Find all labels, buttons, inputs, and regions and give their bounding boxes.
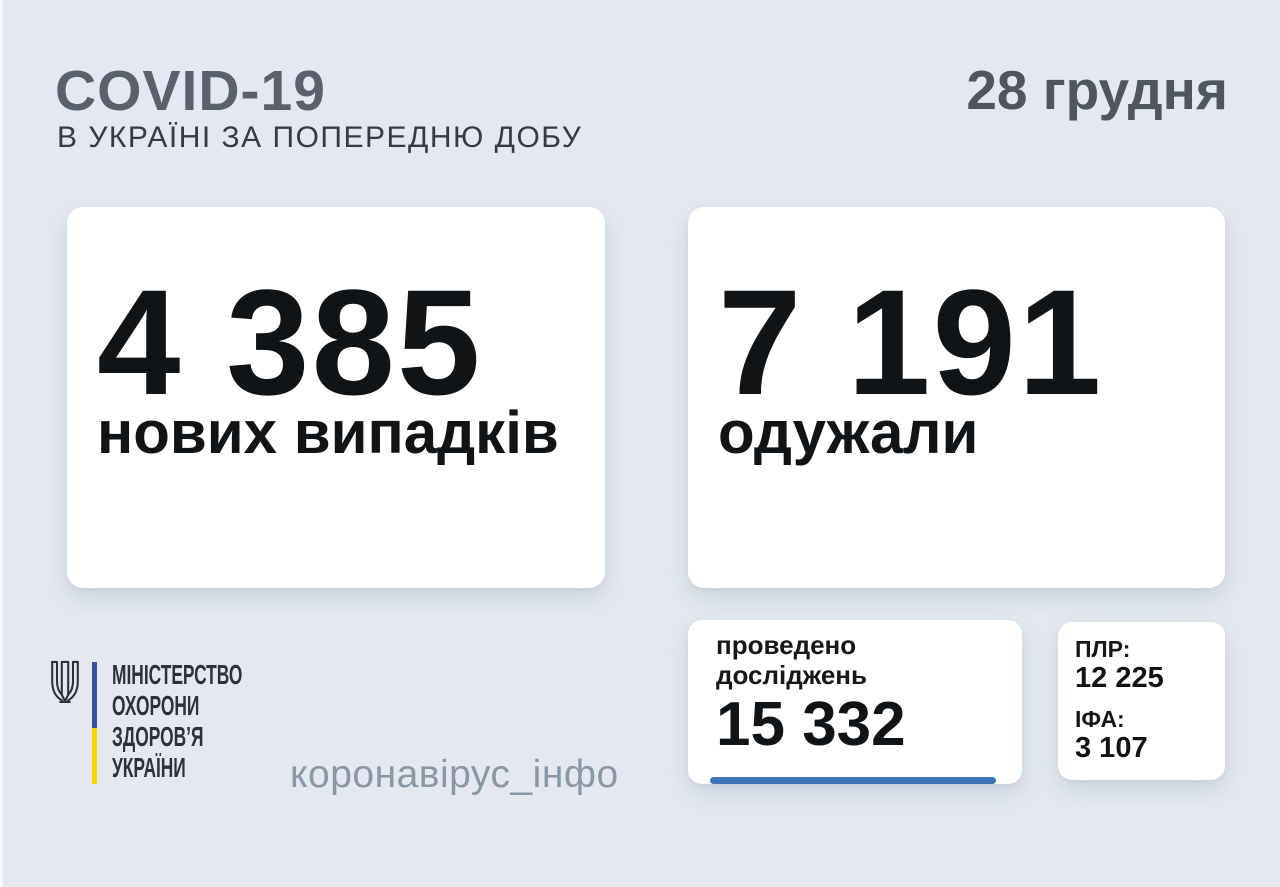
report-date: 28 грудня [966,59,1228,121]
pcr-value: 12 225 [1075,662,1164,694]
ministry-line-4: УКРАЇНИ [112,752,186,783]
ministry-name: МІНІСТЕРСТВО ОХОРОНИ ЗДОРОВ’Я УКРАЇНИ [112,659,242,783]
tests-card: проведено досліджень 15 332 [688,620,1022,784]
tests-label-line2: досліджень [716,660,867,690]
ifa-value: 3 107 [1075,732,1148,764]
flag-yellow-segment [92,728,97,784]
ifa-label: ІФА: [1075,706,1125,732]
page-subtitle: В УКРАЇНІ ЗА ПОПЕРЕДНЮ ДОБУ [57,121,583,154]
ukraine-trident-icon [51,660,79,703]
ministry-line-3: ЗДОРОВ’Я [112,721,204,752]
page-title: COVID-19 [55,59,326,123]
left-edge-highlight [0,0,3,887]
new-cases-label: нових випадків [97,399,559,466]
flag-divider-bar [92,662,97,784]
tests-label: проведено досліджень [716,630,867,690]
pcr-label: ПЛР: [1075,636,1131,662]
tests-value: 15 332 [716,690,906,759]
flag-blue-segment [92,662,97,728]
recovered-label: одужали [718,399,979,466]
tests-label-line1: проведено [716,630,857,660]
new-cases-value: 4 385 [97,258,483,426]
new-cases-card: 4 385 нових випадків [67,207,605,588]
ministry-line-1: МІНІСТЕРСТВО [112,659,243,690]
recovered-card: 7 191 одужали [688,207,1225,588]
ministry-line-2: ОХОРОНИ [112,690,200,721]
tests-accent-bar [710,777,996,784]
test-breakdown-card: ПЛР: 12 225 ІФА: 3 107 [1058,622,1225,780]
recovered-value: 7 191 [718,258,1104,426]
channel-name: коронавірус_інфо [290,753,619,796]
